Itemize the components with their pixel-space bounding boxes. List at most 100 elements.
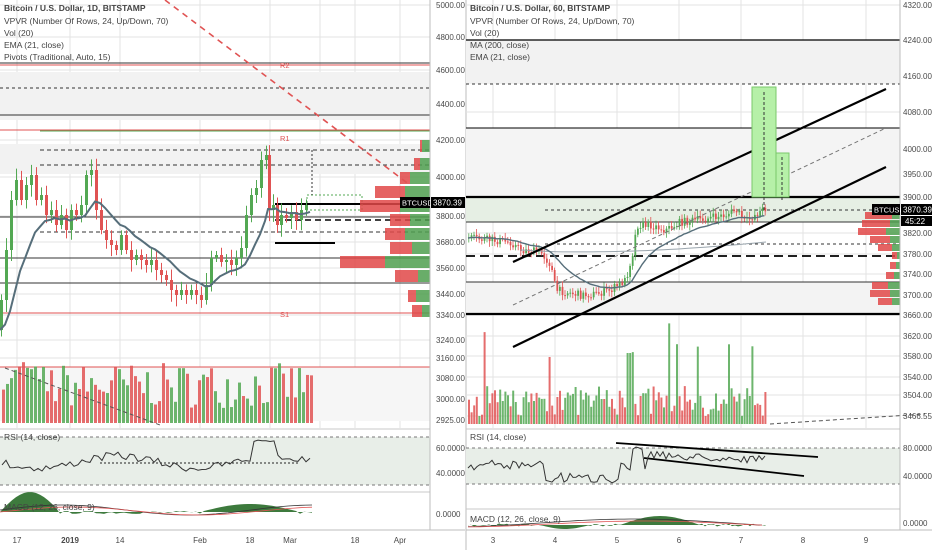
- left-volume-bar: [150, 403, 153, 423]
- right-candle-body: [579, 290, 582, 299]
- right-time-axis[interactable]: 3 4 5 6 7 8 9: [491, 536, 869, 545]
- left-candle-body: [268, 155, 271, 210]
- right-vp-bar-down: [892, 252, 897, 259]
- right-volume-bar: [702, 407, 704, 424]
- left-candle-body: [0, 300, 3, 330]
- left-time-label: 14: [116, 536, 125, 545]
- right-candle-body: [611, 290, 613, 292]
- left-candle-body: [40, 195, 43, 200]
- right-candle-body: [491, 236, 494, 242]
- left-candle-body: [75, 210, 78, 215]
- right-volume-bar: [754, 405, 756, 424]
- right-volume-bar: [533, 401, 535, 424]
- left-volume-bar: [190, 407, 193, 423]
- right-volume-bar: [556, 397, 559, 424]
- right-candle-body: [494, 236, 496, 242]
- right-rsi-axis-label: 80.0000: [903, 444, 932, 453]
- right-volume-bar: [741, 415, 743, 424]
- left-volume-bar: [158, 401, 161, 423]
- right-candle-body: [514, 244, 517, 248]
- left-price-label: 3680.00: [436, 238, 465, 247]
- left-volume-bar: [62, 365, 65, 423]
- left-vp-bar-up: [418, 270, 430, 282]
- right-volume-bar: [548, 357, 551, 424]
- right-volume-bar: [478, 416, 481, 424]
- left-candle-body: [165, 275, 168, 280]
- right-volume-bar: [735, 401, 738, 424]
- channel-upper: [512, 88, 887, 263]
- left-volume-bar: [2, 389, 5, 423]
- left-price-label: 4400.00: [436, 100, 465, 109]
- left-candle-body: [290, 212, 293, 218]
- left-candle-body: [135, 255, 138, 260]
- left-time-label: 17: [13, 536, 22, 545]
- right-price-label: 3660.00: [903, 311, 932, 320]
- right-candle-body: [509, 241, 512, 246]
- right-volume-bar: [618, 390, 621, 424]
- right-legend-vol: Vol (20): [470, 28, 499, 38]
- right-rsi-line: [467, 446, 766, 484]
- right-candle-body: [548, 262, 551, 266]
- right-price-axis[interactable]: 4320.00 4240.00 4160.00 4080.00 4000.00 3950.…: [903, 1, 932, 528]
- right-zone-mid: [466, 128, 900, 196]
- left-volume-bar: [250, 405, 253, 423]
- left-volume-bar: [142, 393, 145, 423]
- right-legend-ema: EMA (21, close): [470, 52, 530, 62]
- left-candle-body: [255, 188, 258, 195]
- right-volume-bar: [764, 392, 767, 424]
- right-candle-body: [652, 228, 655, 230]
- right-symbol-tag-text: BTCUSD: [874, 206, 905, 215]
- right-candle-body: [668, 226, 670, 229]
- right-volume-bar: [626, 353, 629, 424]
- right-volume-bar: [530, 393, 533, 424]
- left-vp-bar-up: [410, 214, 430, 226]
- right-volume-bar: [655, 400, 658, 424]
- right-volume-bar: [579, 390, 582, 424]
- right-volume-bar: [595, 395, 598, 424]
- right-volume-bar: [577, 414, 580, 424]
- right-price-label: 3620.00: [903, 332, 932, 341]
- right-candle-body: [624, 278, 626, 286]
- left-candle-body: [210, 258, 213, 285]
- right-vp-bar-down: [865, 212, 892, 219]
- right-candle-body: [655, 225, 657, 230]
- left-candle-body: [30, 175, 33, 185]
- right-countdown-text: 45:22: [905, 217, 926, 226]
- left-volume-bar: [238, 382, 241, 423]
- left-rsi-pane: RSI (14, close): [0, 428, 430, 486]
- right-volume-bar: [751, 346, 754, 424]
- left-volume-bar: [258, 385, 261, 423]
- right-price-label: 4320.00: [903, 1, 932, 10]
- right-volume-bar: [689, 399, 691, 424]
- left-time-label: 18: [351, 536, 360, 545]
- left-price-axis[interactable]: 5000.00 4800.00 4600.00 4400.00 4200.00 4000.…: [436, 1, 465, 519]
- right-candle-body: [592, 291, 595, 298]
- left-candle-body: [180, 290, 183, 295]
- right-vp-bar-down: [886, 272, 894, 279]
- left-volume-bar: [306, 374, 309, 423]
- right-candle-body: [644, 221, 647, 227]
- right-candle-body: [522, 251, 525, 253]
- left-volume-bar: [210, 368, 213, 423]
- right-volume-bar: [743, 399, 746, 424]
- left-macd-line: [0, 504, 313, 516]
- right-candle-body: [590, 297, 592, 299]
- right-candle-body: [585, 292, 587, 297]
- right-vp-bar-up: [890, 220, 900, 227]
- left-time-axis[interactable]: 17 2019 14 Feb 18 Mar 18 Apr: [13, 536, 407, 545]
- right-volume-bar: [512, 390, 515, 424]
- right-candle-body: [670, 226, 673, 229]
- right-volume-bar: [559, 390, 561, 424]
- left-vp-bar-down: [340, 256, 385, 268]
- right-candle-body: [751, 219, 754, 221]
- right-volume-bar: [496, 402, 499, 424]
- right-volume-bar: [748, 396, 751, 424]
- right-legend-vpvr: VPVR (Number Of Rows, 24, Up/Down, 70): [470, 16, 635, 26]
- right-volume-bar: [670, 411, 673, 424]
- right-candle-body: [702, 218, 704, 221]
- right-volume-bar: [590, 406, 593, 424]
- left-volume-bar: [294, 397, 297, 423]
- right-candle-body: [657, 225, 660, 230]
- right-volume-bar: [553, 414, 556, 424]
- right-candle-body: [629, 265, 631, 277]
